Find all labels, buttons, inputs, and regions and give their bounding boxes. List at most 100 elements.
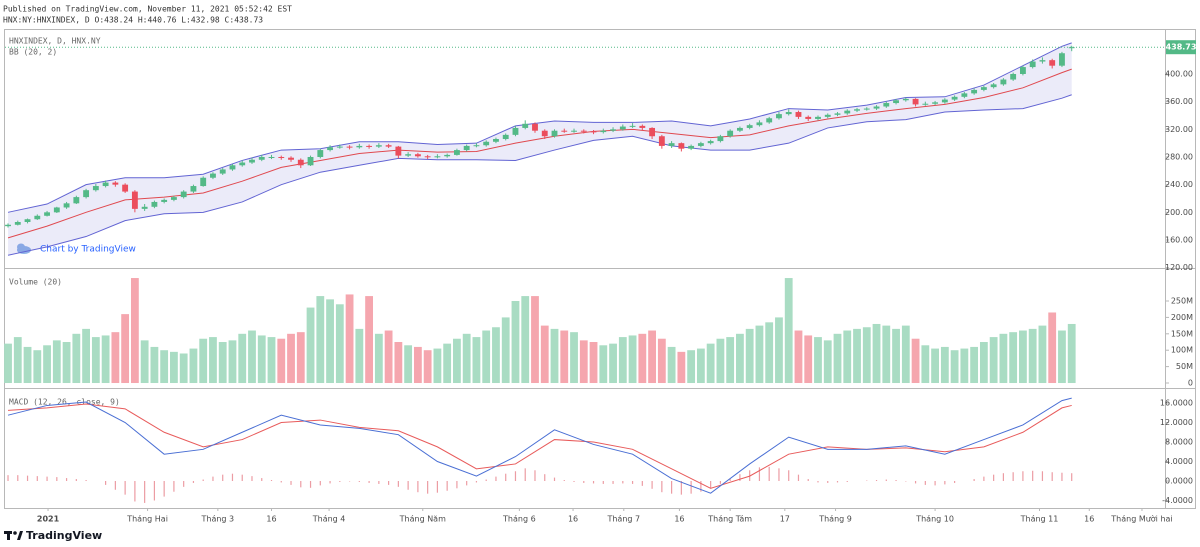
candle-body — [834, 113, 841, 115]
candle-body — [912, 98, 919, 105]
y-tick-label: 250M — [1171, 297, 1193, 306]
candle-body — [766, 118, 773, 123]
candle-body — [180, 191, 187, 198]
candle-body — [346, 146, 353, 148]
volume-bar — [482, 330, 491, 384]
candle-body — [161, 199, 168, 202]
candle-body — [375, 145, 382, 147]
volume-bar — [531, 296, 539, 384]
volume-bar — [931, 348, 939, 384]
y-tick-label: 160.00 — [1165, 235, 1193, 244]
volume-bar — [550, 328, 559, 384]
candle-body — [1000, 79, 1007, 85]
y-tick-label: 50M — [1176, 362, 1193, 371]
candle-body — [561, 130, 568, 132]
volume-bar — [599, 345, 608, 384]
volume-bar — [979, 342, 988, 384]
candle-body — [1019, 67, 1026, 74]
brand[interactable]: TradingView — [26, 529, 102, 542]
volume-bar — [755, 325, 764, 384]
volume-bar — [453, 338, 461, 384]
candle-body — [24, 219, 31, 223]
volume-bar — [804, 335, 813, 384]
volume-bar — [989, 337, 998, 384]
candle-body — [658, 136, 665, 146]
volume-bar — [1009, 332, 1018, 384]
candle-body — [541, 130, 548, 137]
y-tick-label: -4.0000 — [1162, 496, 1193, 505]
volume-bar — [667, 346, 676, 384]
volume-bar — [316, 296, 325, 384]
volume-bar — [43, 345, 51, 384]
candle-body — [278, 156, 285, 158]
volume-bar — [82, 328, 90, 384]
volume-bar — [228, 340, 237, 384]
y-tick-label: 16.0000 — [1160, 399, 1193, 408]
watermark[interactable]: Chart by TradingView — [40, 245, 136, 255]
x-tick-label: Tháng 3 — [201, 515, 235, 524]
volume-bar — [326, 299, 334, 384]
candle-body — [102, 182, 109, 187]
candle-body — [863, 108, 870, 110]
volume-bar — [33, 350, 42, 384]
y-tick-label: 150M — [1171, 329, 1193, 338]
candle-body — [307, 156, 314, 166]
candle-body — [473, 145, 480, 147]
volume-bar — [62, 342, 71, 384]
y-tick-label: 400.00 — [1165, 69, 1193, 78]
candle-body — [288, 157, 294, 160]
y-tick-label: 8.0000 — [1165, 438, 1193, 447]
candle-body — [14, 222, 21, 225]
volume-bar — [91, 337, 100, 384]
x-tick-label: 16 — [1084, 515, 1094, 524]
volume-bar — [589, 342, 598, 384]
last-price-label: 438.73 — [1166, 43, 1197, 52]
pane-title: HNXINDEX, D, HNX.NY — [9, 37, 101, 46]
candle-body — [629, 125, 636, 127]
candle-body — [249, 159, 255, 163]
candle-body — [424, 156, 431, 158]
volume-bar — [794, 330, 803, 384]
candle-body — [1029, 61, 1036, 68]
volume-bar — [13, 337, 22, 384]
volume-bar — [433, 348, 442, 384]
volume-bar — [940, 346, 949, 384]
volume-bar — [648, 330, 656, 384]
volume-bar — [657, 338, 666, 384]
candle-body — [902, 98, 909, 101]
volume-bar — [170, 351, 178, 384]
volume-bar — [511, 301, 520, 384]
volume-bar — [687, 350, 696, 384]
x-tick-label: Tháng Năm — [399, 515, 446, 524]
candle-body — [317, 150, 324, 157]
candle-body — [73, 197, 80, 204]
volume-bar — [121, 314, 130, 384]
volume-bar — [423, 350, 432, 384]
candle-body — [327, 147, 333, 151]
volume-bar — [23, 346, 32, 384]
candle-body — [44, 212, 50, 216]
volume-bar — [1058, 330, 1066, 384]
volume-bar — [238, 333, 247, 384]
candle-body — [463, 145, 470, 151]
volume-bar — [1019, 330, 1027, 384]
candle-body — [63, 203, 70, 208]
x-tick-label: Tháng 11 — [1020, 515, 1059, 524]
volume-bar — [296, 332, 305, 384]
candle-body — [776, 114, 782, 119]
volume-bar — [257, 335, 266, 384]
candle-body — [131, 191, 138, 209]
candle-body — [697, 143, 704, 146]
volume-bar — [267, 337, 276, 384]
volume-bar — [413, 346, 422, 384]
published-line: Published on TradingView.com, November 1… — [3, 5, 292, 14]
candle-body — [502, 134, 509, 140]
y-tick-label: 200.00 — [1165, 208, 1193, 217]
volume-bar — [72, 333, 81, 384]
volume-bar — [1038, 325, 1047, 384]
candle-body — [1039, 60, 1046, 62]
x-tick-label: Tháng 4 — [312, 515, 346, 524]
volume-bar — [921, 345, 930, 384]
candle-body — [1059, 53, 1065, 66]
